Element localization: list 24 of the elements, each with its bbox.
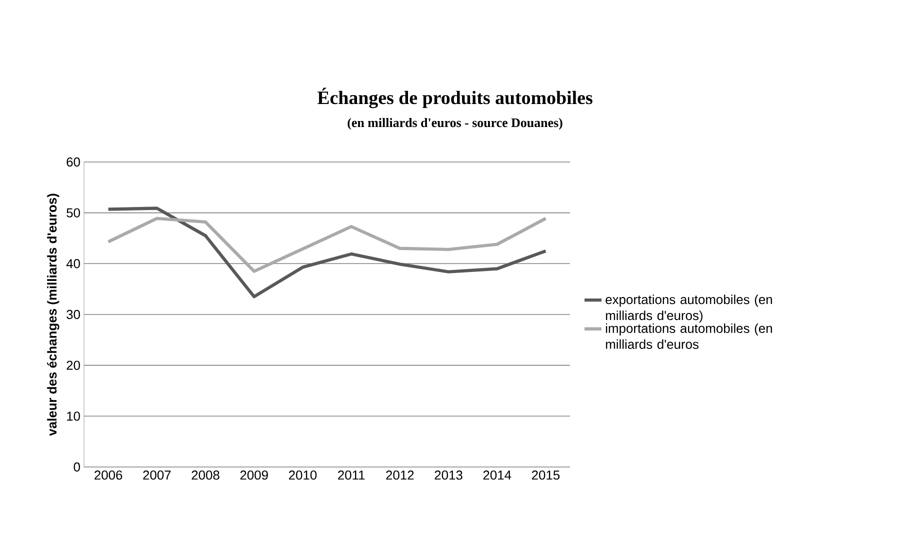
y-tick-label: 60 [66,157,80,167]
x-tick-label: 2014 [483,470,512,480]
y-tick-label: 20 [66,360,80,370]
y-tick-label: 30 [66,310,80,320]
y-axis-title: valeur des échanges (milliards d'euros) [47,194,60,436]
legend-label: exportations automobiles (en milliards d'euros) [606,294,772,323]
line-series [106,206,548,298]
legend-label: importations automobiles (en milliards d'euros [606,323,772,349]
y-tick-label: 0 [74,462,80,472]
x-tick-label: 2007 [143,470,171,480]
x-tick-label: 2006 [94,470,122,480]
x-tick-label: 2011 [338,470,365,480]
x-tick-label: 2008 [192,470,220,480]
chart-subtitle: (en milliards d'euros - source Douanes) [348,118,562,130]
x-tick-label: 2009 [240,470,268,480]
chart-title: Échanges de produits automobiles [317,88,592,108]
x-tick-label: 2012 [386,470,414,480]
x-tick-label: 2010 [288,470,317,480]
line-series [106,216,548,273]
y-tick-label: 50 [66,208,80,218]
x-tick-label: 2015 [532,470,560,480]
y-tick-label: 10 [67,412,80,421]
y-tick-label: 40 [66,259,80,268]
x-tick-label: 2013 [434,470,462,480]
